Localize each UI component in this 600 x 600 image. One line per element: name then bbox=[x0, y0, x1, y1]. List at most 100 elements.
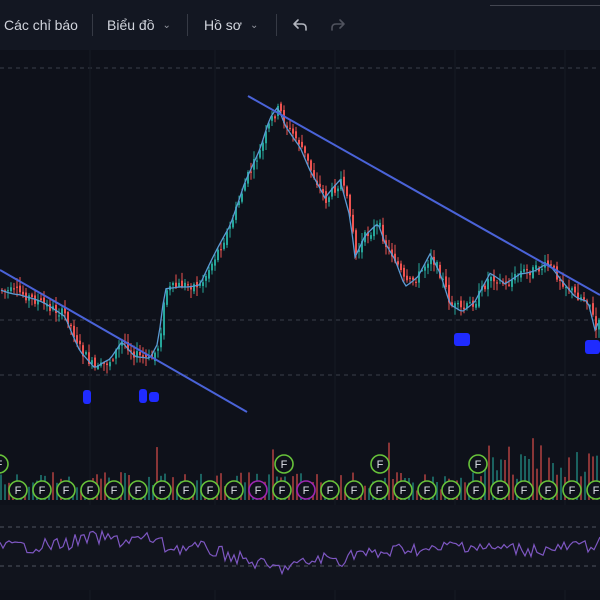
toolbar-divider bbox=[187, 14, 188, 36]
profile-menu-button[interactable]: Hồ sơ ⌄ bbox=[204, 0, 258, 50]
dividend-marker[interactable]: F bbox=[248, 480, 268, 500]
dividend-marker[interactable]: F bbox=[176, 480, 196, 500]
candle-body bbox=[7, 290, 9, 292]
candle-body bbox=[112, 359, 114, 361]
marker-circle bbox=[468, 454, 488, 474]
dividend-markers[interactable]: F F F F F F F F F F F F F F F F F F F F F F F F F F F F F bbox=[0, 454, 600, 500]
marker-circle bbox=[538, 480, 558, 500]
dividend-marker[interactable]: F bbox=[468, 454, 488, 474]
dividend-marker[interactable]: F bbox=[32, 480, 52, 500]
candle-body bbox=[259, 150, 261, 158]
candle-body bbox=[244, 182, 246, 191]
candle-body bbox=[418, 271, 420, 283]
candle-body bbox=[274, 116, 276, 119]
dividend-marker[interactable]: F bbox=[152, 480, 172, 500]
dividend-marker[interactable]: F bbox=[370, 454, 390, 474]
volume-bar bbox=[196, 480, 198, 500]
marker-circle bbox=[369, 480, 389, 500]
marker-letter: F bbox=[377, 459, 384, 471]
marker-letter: F bbox=[351, 485, 358, 497]
redo-button[interactable] bbox=[326, 13, 350, 37]
marker-letter: F bbox=[473, 485, 480, 497]
marker-circle bbox=[466, 480, 486, 500]
candle-body bbox=[346, 186, 348, 197]
marker-circle bbox=[514, 480, 534, 500]
volume-bar bbox=[548, 457, 550, 500]
candle-body bbox=[382, 224, 384, 242]
marker-letter: F bbox=[279, 485, 286, 497]
dividend-marker[interactable]: F bbox=[344, 480, 364, 500]
candle-body bbox=[388, 247, 390, 249]
candle-body bbox=[13, 288, 15, 290]
dividend-marker[interactable]: F bbox=[514, 480, 534, 500]
candle-body bbox=[166, 290, 168, 305]
candle-body bbox=[496, 282, 498, 284]
candle-body bbox=[355, 230, 357, 255]
dividend-marker[interactable]: F bbox=[272, 480, 292, 500]
dividend-marker[interactable]: F bbox=[56, 480, 76, 500]
volume-bar bbox=[536, 468, 538, 500]
undo-button[interactable] bbox=[288, 13, 312, 37]
volume-bar bbox=[584, 471, 586, 500]
candle-body bbox=[76, 335, 78, 344]
candle-body bbox=[427, 263, 429, 268]
marker-letter: F bbox=[545, 485, 552, 497]
candle-body bbox=[454, 303, 456, 308]
candle-body bbox=[175, 282, 177, 288]
candle-body bbox=[571, 288, 573, 291]
dividend-marker[interactable]: F bbox=[393, 480, 413, 500]
candle-body bbox=[319, 183, 321, 187]
chart-menu-button[interactable]: Biểu đồ ⌄ bbox=[107, 0, 171, 50]
price-chart[interactable]: F F F F F F F F F F F F F F F F F F F F F F F F F F F F F bbox=[0, 50, 600, 600]
candle-body bbox=[229, 225, 231, 229]
dividend-marker[interactable]: F bbox=[224, 480, 244, 500]
candle-body bbox=[109, 362, 111, 367]
candle-body bbox=[466, 303, 468, 309]
dividend-marker[interactable]: F bbox=[8, 480, 28, 500]
candle-body bbox=[394, 253, 396, 262]
dividend-marker[interactable]: F bbox=[369, 480, 389, 500]
dividend-marker[interactable]: F bbox=[466, 480, 486, 500]
marker-circle bbox=[393, 480, 413, 500]
marker-letter: F bbox=[0, 459, 3, 471]
candle-body bbox=[460, 300, 462, 308]
dividend-marker[interactable]: F bbox=[128, 480, 148, 500]
marker-circle bbox=[128, 480, 148, 500]
indicators-button[interactable]: Các chỉ báo bbox=[4, 0, 78, 50]
dividend-marker[interactable]: F bbox=[490, 480, 510, 500]
marker-circle bbox=[562, 480, 582, 500]
candle-body bbox=[400, 263, 402, 271]
dividend-marker[interactable]: F bbox=[538, 480, 558, 500]
candle-body bbox=[583, 297, 585, 300]
marker-letter: F bbox=[424, 485, 431, 497]
dividend-marker[interactable]: F bbox=[80, 480, 100, 500]
dividend-marker[interactable]: F bbox=[274, 454, 294, 474]
dividend-marker[interactable]: F bbox=[417, 480, 437, 500]
candle-body bbox=[403, 267, 405, 277]
volume-bar bbox=[176, 489, 178, 500]
dividend-marker[interactable]: F bbox=[586, 480, 600, 500]
dividend-marker[interactable]: F bbox=[441, 480, 461, 500]
candle-body bbox=[334, 184, 336, 193]
dividend-marker[interactable]: F bbox=[0, 454, 9, 474]
volume-bar bbox=[512, 474, 514, 500]
volume-bar bbox=[244, 482, 246, 500]
candle-body bbox=[40, 298, 42, 301]
moving-average-line bbox=[0, 107, 599, 368]
candle-body bbox=[88, 352, 90, 364]
volume-bar bbox=[412, 482, 414, 500]
candle-body bbox=[523, 269, 525, 272]
marker-letter: F bbox=[569, 485, 576, 497]
volume-bar bbox=[592, 456, 594, 500]
marker-circle bbox=[8, 480, 28, 500]
dividend-marker[interactable]: F bbox=[562, 480, 582, 500]
dividend-marker[interactable]: F bbox=[296, 480, 316, 500]
candle-body bbox=[331, 187, 333, 197]
trendlines[interactable] bbox=[0, 95, 600, 413]
marker-letter: F bbox=[448, 485, 455, 497]
dividend-marker[interactable]: F bbox=[200, 480, 220, 500]
redo-icon bbox=[331, 19, 345, 31]
indicators-label: Các chỉ báo bbox=[4, 17, 78, 33]
dividend-marker[interactable]: F bbox=[320, 480, 340, 500]
dividend-marker[interactable]: F bbox=[104, 480, 124, 500]
